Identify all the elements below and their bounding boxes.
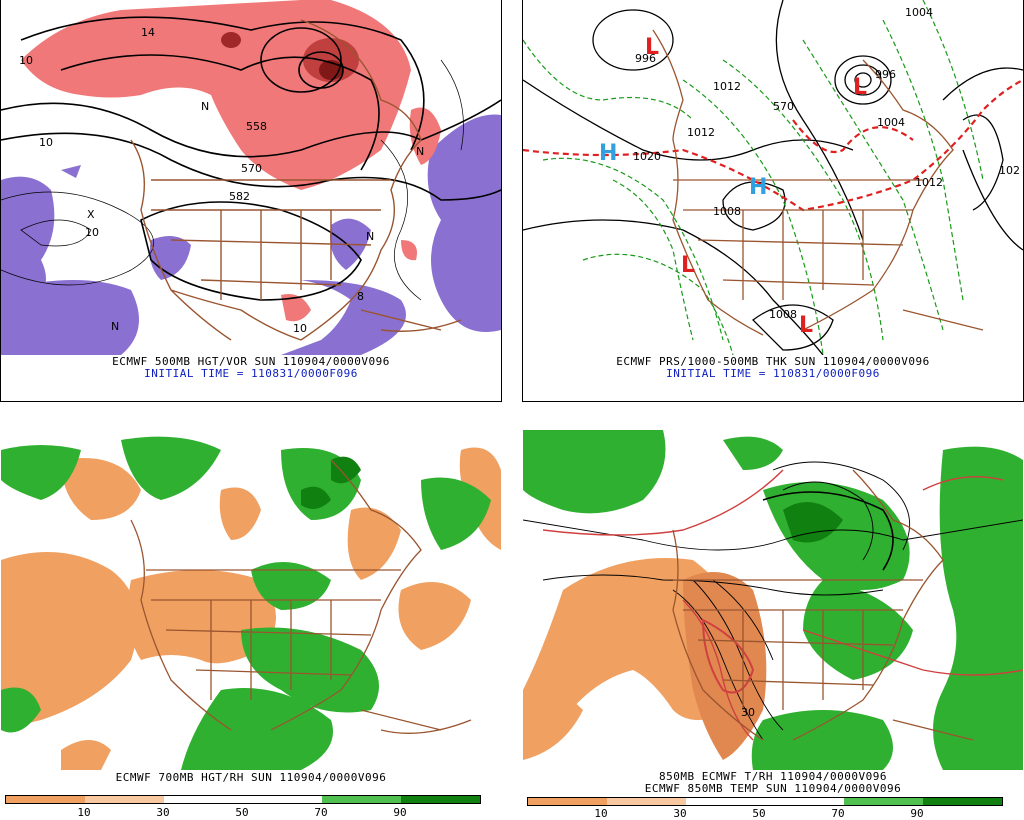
panel-500mb-vorticity: 10 10 10 558 582 X N N N 10 8 N 570 14 E… — [0, 0, 502, 402]
negative-vorticity-area — [281, 280, 406, 355]
dry-air-area — [127, 570, 277, 664]
dry-air-area — [347, 507, 401, 580]
contour-label: 8 — [357, 290, 364, 303]
contour-label: 10 — [293, 322, 307, 335]
panel-850mb-temp-rh: 30 850MB ECMWF T/RH 110904/0000V096 ECMW… — [522, 430, 1024, 819]
positive-vorticity-area — [281, 294, 311, 322]
map-caption: 850MB ECMWF T/RH 110904/0000V096 — [659, 770, 887, 783]
moist-air-area — [181, 688, 333, 770]
moist-air-area — [751, 710, 893, 770]
low-pressure-center: L — [645, 35, 659, 60]
contour-label: 10 — [85, 226, 99, 239]
colorbar-tick: 50 — [752, 807, 766, 820]
isobar-label: 1012 — [713, 80, 741, 93]
isobar-label: 1020 — [633, 150, 661, 163]
dry-air-area — [219, 487, 261, 540]
positive-vorticity-area — [401, 240, 417, 261]
negative-vorticity-area — [427, 114, 501, 332]
dry-air-area — [398, 582, 471, 650]
low-pressure-center: L — [681, 253, 695, 278]
colorbar-tick: 90 — [393, 806, 407, 819]
moist-air-area — [421, 477, 491, 550]
moist-air-area — [723, 436, 783, 470]
isobar-label: 1012 — [915, 176, 943, 189]
isobar-label: 1008 — [713, 205, 741, 218]
isobar-label: 1004 — [877, 116, 905, 129]
panel-pressure-thickness: L L L L H H 996 1004 1020 1012 1012 102 … — [522, 0, 1024, 402]
high-pressure-center: H — [599, 141, 617, 166]
isobar-label: 1012 — [687, 126, 715, 139]
extremum-label: N — [201, 100, 209, 113]
contour-label: 570 — [241, 162, 262, 175]
moist-air-area — [121, 436, 221, 500]
dry-air-area — [61, 740, 111, 770]
thickness-label: 570 — [773, 100, 794, 113]
map-caption-secondary: ECMWF 850MB TEMP SUN 110904/0000V096 — [644, 782, 902, 795]
moist-air-area — [241, 627, 379, 713]
moist-air-area — [803, 580, 913, 680]
negative-vorticity-area — [1, 280, 139, 355]
map-caption: ECMWF PRS/1000-500MB THK SUN 110904/0000… — [616, 355, 930, 368]
positive-vorticity-area — [221, 32, 241, 48]
contour-label: 10 — [39, 136, 53, 149]
temperature-label: 30 — [741, 706, 755, 719]
negative-vorticity-area — [61, 165, 81, 178]
moist-air-area — [523, 430, 666, 514]
low-pressure-center: L — [853, 75, 867, 100]
isobar-label: 102 — [999, 164, 1020, 177]
extremum-label: N — [366, 230, 374, 243]
temp-rh-850mb-map: 30 — [523, 430, 1023, 770]
moist-air-area — [1, 687, 41, 733]
negative-vorticity-area — [149, 236, 191, 280]
moist-air-area — [301, 486, 331, 509]
dry-air-area — [683, 572, 767, 760]
dry-air-area — [523, 687, 583, 760]
panel-700mb-rh: ECMWF 700MB HGT/RH SUN 110904/0000V096 1… — [0, 430, 502, 819]
vorticity-map: 10 10 10 558 582 X N N N 10 8 N 570 14 — [1, 0, 501, 355]
colorbar-tick: 30 — [673, 807, 687, 820]
extremum-label: X — [87, 208, 95, 221]
initial-time-caption: INITIAL TIME = 110831/0000F096 — [666, 367, 880, 380]
dry-air-area — [61, 458, 141, 520]
contour-label: 10 — [19, 54, 33, 67]
isobar-label: 996 — [875, 68, 896, 81]
positive-vorticity-area — [409, 107, 441, 165]
isobar-label: 996 — [635, 52, 656, 65]
rh-colorbar — [5, 795, 481, 804]
extremum-label: N — [416, 145, 424, 158]
isobar-label: 1004 — [905, 6, 933, 19]
rh-colorbar — [527, 797, 1003, 806]
initial-time-caption: INITIAL TIME = 110831/0000F096 — [144, 367, 358, 380]
colorbar-tick: 10 — [594, 807, 608, 820]
map-caption: ECMWF 500MB HGT/VOR SUN 110904/0000V096 — [112, 355, 390, 368]
contour-label: 14 — [141, 26, 155, 39]
contour-label: 582 — [229, 190, 250, 203]
moist-air-area — [783, 502, 843, 543]
high-pressure-center: H — [749, 175, 767, 200]
map-caption: ECMWF 700MB HGT/RH SUN 110904/0000V096 — [115, 771, 387, 784]
moist-air-area — [1, 445, 81, 500]
moist-air-area — [331, 456, 361, 484]
colorbar-tick: 70 — [831, 807, 845, 820]
contour-label: 558 — [246, 120, 267, 133]
colorbar-tick: 50 — [235, 806, 249, 819]
rh-700mb-map — [1, 430, 501, 770]
colorbar-tick: 10 — [77, 806, 91, 819]
moist-air-area — [251, 562, 331, 610]
isobar-label: 1008 — [769, 308, 797, 321]
dry-air-area — [1, 552, 138, 730]
extremum-label: N — [111, 320, 119, 333]
moist-air-area — [933, 446, 1023, 770]
low-pressure-center: L — [799, 313, 813, 338]
pressure-thickness-map: L L L L H H 996 1004 1020 1012 1012 102 … — [523, 0, 1023, 355]
colorbar-tick: 90 — [910, 807, 924, 820]
colorbar-tick: 30 — [156, 806, 170, 819]
colorbar-tick: 70 — [314, 806, 328, 819]
